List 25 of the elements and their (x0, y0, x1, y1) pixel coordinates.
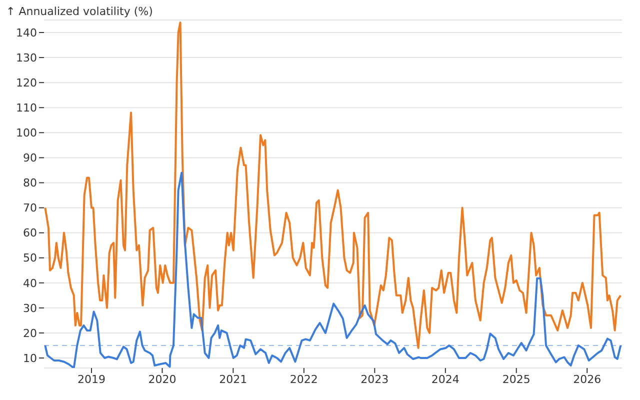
y-tick-label: 60 (23, 226, 37, 240)
x-tick-label: 2026 (573, 372, 602, 386)
line-series (44, 172, 622, 368)
x-tick-label: 2024 (431, 372, 460, 386)
x-tick-label: 2025 (502, 372, 530, 386)
x-tick-label: 2022 (290, 372, 318, 386)
y-tick-label: 80 (23, 176, 37, 190)
x-tick-label: 2021 (219, 372, 248, 386)
y-tick-label: 40 (23, 276, 37, 290)
y-tick-label: 140 (16, 26, 37, 40)
y-tick-label: 100 (16, 126, 37, 140)
y-tick-label: 110 (16, 102, 37, 115)
y-tick-label: 50 (23, 252, 37, 265)
y-tick-label: 90 (23, 152, 37, 165)
x-tick-label: 2020 (148, 372, 176, 386)
y-tick-label: 20 (23, 326, 37, 340)
x-tick-label: 2019 (77, 372, 106, 386)
y-tick-label: 10 (23, 352, 37, 365)
y-tick-label: 30 (23, 302, 37, 315)
y-tick-label: 120 (16, 76, 37, 90)
y-axis-title: ↑ Annualized volatility (%) (6, 5, 153, 18)
line-series (44, 22, 622, 349)
y-tick-label: 130 (16, 51, 37, 64)
x-tick-label: 2023 (360, 372, 389, 386)
y-tick-label: 70 (23, 202, 37, 215)
